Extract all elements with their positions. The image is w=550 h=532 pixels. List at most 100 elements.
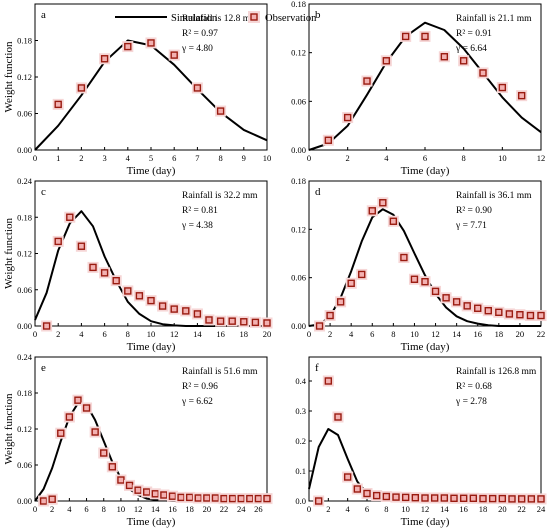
observation-point [347,279,355,288]
observation-point [336,298,345,306]
x-tick-label: 24 [237,504,246,514]
panel-letter: f [315,362,319,374]
observation-point [430,494,439,502]
observation-point [124,287,132,295]
x-tick-label: 0 [307,153,311,163]
x-tick-label: 0 [307,329,311,339]
x-tick-label: 12 [421,504,430,514]
y-tick-label: 0.12 [17,72,32,82]
x-tick-label: 10 [498,153,507,163]
observation-point [237,494,245,503]
panel-info-line: Rainfall is 126.8 mm [456,366,537,377]
observation-point [82,404,91,412]
y-tick-label: 0.06 [17,460,32,470]
x-tick-label: 18 [240,329,249,339]
observation-point [440,53,449,61]
observation-point [421,277,429,286]
x-tick-label: 2 [50,504,54,514]
x-tick-label: 6 [102,329,106,339]
x-tick-label: 24 [537,504,546,514]
panel-info-line: Rainfall is 21.1 mm [456,13,532,24]
observation-point [372,491,381,500]
observation-point [363,489,371,498]
observation-point [527,495,536,503]
observation-point [135,292,144,300]
observation-point [220,494,228,503]
x-tick-label: 12 [134,504,143,514]
observation-point [91,428,99,436]
plot-frame [34,356,268,502]
observation-point [185,493,194,502]
panel-info-line: R² = 0.97 [182,29,218,39]
x-tick-label: 8 [126,329,130,339]
observation-point [537,311,545,320]
observation-point [401,493,410,502]
x-tick-label: 2 [56,329,60,339]
observation-point [151,490,159,498]
y-axis-title: Weight function [3,41,15,112]
y-tick-label: 0.12 [17,424,32,434]
y-tick-label: 0.18 [291,176,306,186]
observation-point [193,310,202,318]
observation-point [65,413,74,421]
x-tick-label: 12 [170,329,179,339]
observation-point [314,497,323,505]
observation-point [498,83,507,92]
observation-point [479,494,487,503]
observation-point [353,485,362,493]
observation-point [194,494,202,502]
panel-f: 0 2 4 6 8 10 12 14 16 18 20 22 240.00.10.20.30.4Time… [295,356,547,528]
x-tick-label: 10 [147,329,156,339]
x-tick-label: 14 [452,329,461,339]
y-tick-label: 0.24 [17,352,33,362]
x-tick-label: 8 [462,153,466,163]
observation-point [177,493,185,502]
y-tick-label: 0.06 [291,273,306,283]
panel-letter: e [41,362,46,374]
observation-point [143,488,151,496]
observation-point [382,57,391,65]
x-tick-label: 0 [33,153,37,163]
panel-info-line: R² = 0.90 [456,206,492,216]
simulation-line [34,210,267,327]
observation-point [263,494,271,503]
observation-point [246,494,254,503]
x-axis-title: Time (day) [401,341,450,353]
x-tick-label: 16 [473,329,482,339]
observation-point [484,306,492,315]
panel-info-line: R² = 0.81 [182,206,218,216]
observation-point [158,302,167,310]
x-tick-label: 20 [516,329,525,339]
observation-point [379,199,387,207]
observation-point [463,302,471,310]
observation-point [459,494,468,502]
x-axis-title: Time (day) [401,165,450,177]
x-tick-label: 6 [423,153,427,163]
y-tick-label: 0.00 [17,496,32,506]
observation-point [108,463,117,471]
x-tick-label: 4 [384,153,389,163]
observation-point [452,298,461,306]
x-tick-label: 18 [479,504,488,514]
x-tick-label: 18 [495,329,504,339]
observation-point [324,377,333,385]
x-axis-title: Time (day) [401,516,450,528]
observation-point [410,275,419,283]
observation-point [505,310,514,318]
observation-point [147,296,155,305]
observation-point [382,492,391,501]
panel-info-line: Rainfall is 36.1 mm [456,190,532,201]
observation-point [77,242,86,250]
observation-point [48,495,56,503]
y-axis-title: Weight function [3,393,15,464]
y-tick-label: 0.06 [17,285,32,295]
y-tick-label: 0.3 [295,406,306,416]
observation-point [89,263,97,272]
observation-point [368,207,376,215]
observation-point [421,32,429,41]
panel-info-line: γ = 6.62 [181,397,213,407]
y-tick-label: 0.18 [17,212,32,222]
panel-e: 0 2 4 6 8 10 12 14 16 18 20 22 24 260.000.060.120.180… [3,352,273,528]
